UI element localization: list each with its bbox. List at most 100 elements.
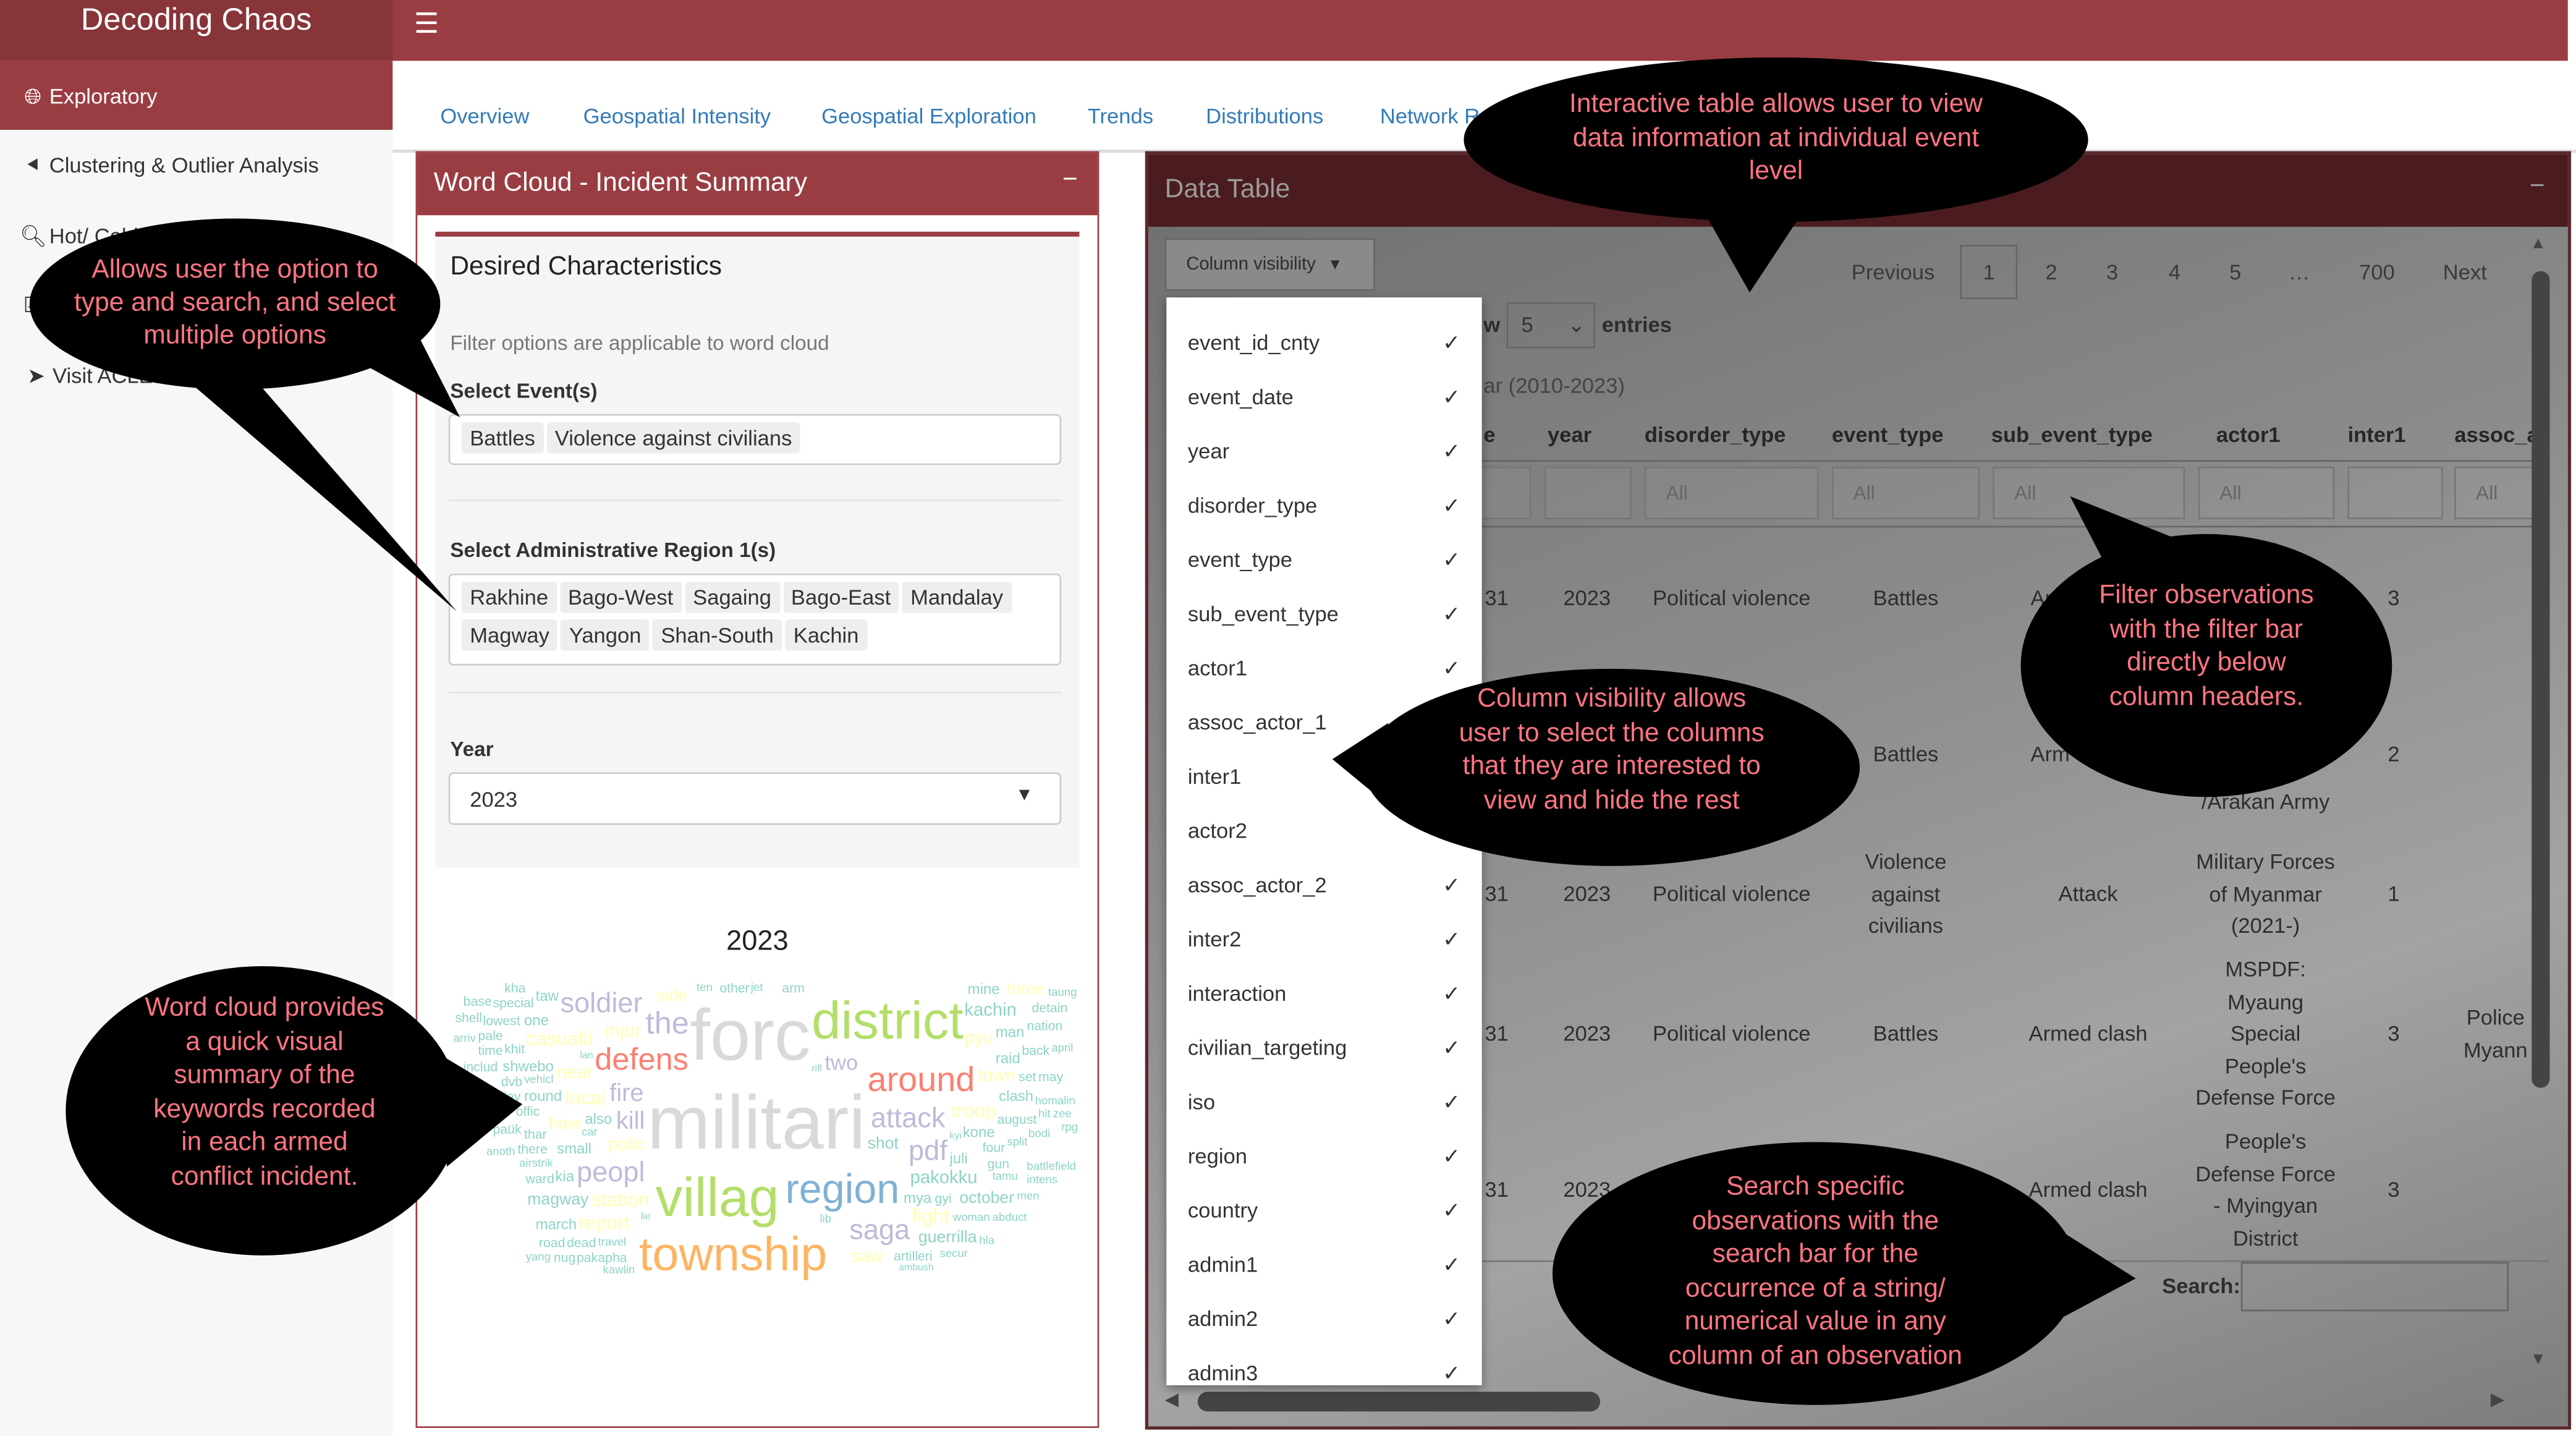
hamburger-icon[interactable]: ☰ [413,8,439,40]
column-visibility-item[interactable]: event_id_cnty ✓ [1188,330,1460,363]
search-input[interactable] [2240,1262,2509,1312]
pagination-current-page-box[interactable] [1960,245,2018,299]
column-visibility-item[interactable]: event_type ✓ [1188,547,1460,580]
column-visibility-item[interactable]: civilian_targeting ✓ [1188,1035,1460,1068]
scroll-up-icon[interactable]: ▲ [2530,235,2546,253]
word-cloud-word: airstrik [519,1158,553,1170]
events-label: Select Event(s) [450,380,598,403]
column-header-inter1[interactable]: inter1 [2347,422,2406,448]
word-cloud-word: nug [553,1250,576,1265]
column-visibility-label: Column visibility [1186,255,1316,274]
scroll-left-icon[interactable]: ◀ [1164,1390,1179,1410]
collapse-button[interactable]: − [2529,172,2545,201]
column-visibility-item[interactable]: admin2 ✓ [1188,1306,1460,1339]
table-caption: ar (2010-2023) [1483,373,1625,398]
region-chip[interactable]: Magway [461,619,558,651]
column-visibility-item[interactable]: region ✓ [1188,1144,1460,1176]
pagination-page[interactable]: 700 [2359,259,2395,284]
scroll-down-icon[interactable]: ▼ [2530,1351,2546,1369]
column-header-year[interactable]: year [1548,422,1592,448]
column-visibility-item[interactable]: admin3 ✓ [1188,1361,1460,1385]
event-chip[interactable]: Violence against civilians [546,422,800,454]
word-cloud-word: woman [952,1212,990,1225]
column-visibility-item[interactable]: event_date ✓ [1188,384,1460,417]
scroll-right-icon[interactable]: ▶ [2490,1390,2505,1410]
column-visibility-item[interactable]: assoc_actor_1 [1188,710,1460,742]
column-visibility-item[interactable]: year ✓ [1188,439,1460,472]
event-chip[interactable]: Battles [461,422,544,454]
column-visibility-item[interactable]: admin1 ✓ [1188,1252,1460,1285]
events-multiselect[interactable]: Battles Violence against civilians [448,414,1062,465]
pagination-previous[interactable]: Previous [1851,259,1935,284]
horizontal-scrollbar[interactable] [1197,1391,1601,1412]
word-cloud-word: bodi [1028,1129,1051,1141]
column-visibility-item[interactable]: interaction ✓ [1188,981,1460,1014]
tab-network[interactable]: Network R [1379,103,1480,129]
word-cloud-word: car [582,1127,598,1139]
sidebar-item-clustering[interactable]: ⯇ Clustering & Outlier Analysis [0,130,392,199]
tab-geospatial-exploration[interactable]: Geospatial Exploration [821,103,1036,129]
sidebar-item-exploratory[interactable]: 🌐︎ Exploratory [0,61,393,130]
column-header[interactable]: e [1483,422,1496,448]
column-filter-event-type[interactable]: All [1831,466,1980,519]
pagination-page[interactable]: 1 [1983,259,1995,284]
region-chip[interactable]: Bago-West [559,582,682,613]
word-cloud-word: forc [690,995,811,1077]
pagination-page[interactable]: 3 [2106,259,2119,284]
column-header-event-type[interactable]: event_type [1831,422,1944,448]
tab-distributions[interactable]: Distributions [1206,103,1324,129]
sidebar-item-label: Clustering & Outlier Analysis [49,151,319,177]
column-filter-inter1[interactable] [2347,466,2443,519]
column-visibility-item[interactable]: actor2 [1188,818,1460,851]
pagination-page[interactable]: 4 [2168,259,2181,284]
column-visibility-item[interactable]: iso ✓ [1188,1089,1460,1122]
column-visibility-item[interactable]: actor1 ✓ [1188,656,1460,689]
region-chip[interactable]: Shan-South [653,619,782,651]
check-icon: ✓ [1443,1197,1461,1223]
region-chip[interactable]: Mandalay [902,582,1012,613]
tab-geospatial-intensity[interactable]: Geospatial Intensity [583,103,771,129]
tab-overview[interactable]: Overview [440,103,530,129]
column-filter[interactable] [1478,466,1532,519]
word-cloud-word: injur [604,1019,642,1042]
region-chip[interactable]: Rakhine [461,582,557,613]
column-header-assoc[interactable]: assoc_a [2454,422,2539,448]
region-chip[interactable]: Yangon [561,619,650,651]
vertical-scrollbar[interactable] [2532,271,2550,1088]
word-cloud-word: pdf [908,1135,947,1167]
word-cloud-word: ten [697,982,713,995]
pagination-page[interactable]: 2 [2045,259,2057,284]
column-visibility-item[interactable]: sub_event_type ✓ [1188,601,1460,634]
column-visibility-item-label: country [1187,1197,1258,1223]
column-filter-disorder-type[interactable]: All [1644,466,1819,519]
column-visibility-item[interactable]: disorder_type ✓ [1188,493,1460,525]
word-cloud-word: may [1038,1069,1064,1085]
column-filter-actor1[interactable]: All [2198,466,2335,519]
regions-multiselect[interactable]: Rakhine Bago-West Sagaing Bago-East Mandalay… [448,573,1062,666]
callout-text-search: Search specific observations with the se… [1668,1173,1962,1370]
header-divider [1478,460,2550,462]
column-filter-year[interactable] [1544,466,1632,519]
region-chip[interactable]: Sagaing [684,582,780,613]
entries-select[interactable]: 5 ⌄ [1506,302,1596,349]
column-visibility-item[interactable]: inter1 [1188,764,1460,797]
region-chip[interactable]: Bago-East [782,582,899,613]
region-chip[interactable]: Kachin [785,619,867,651]
column-header-actor1[interactable]: actor1 [2216,422,2281,448]
column-visibility-item[interactable]: country ✓ [1188,1198,1460,1231]
word-cloud-word: zee [1053,1109,1072,1121]
collapse-button[interactable]: − [1062,166,1078,194]
well-title: Desired Characteristics [450,253,722,281]
column-visibility-item[interactable]: inter2 ✓ [1188,927,1460,959]
pagination-next[interactable]: Next [2443,259,2487,284]
caret-down-icon: ▼ [1015,785,1034,805]
column-visibility-button[interactable]: Column visibility ▾ [1164,238,1375,291]
word-cloud-word: the [645,1007,689,1042]
word-cloud-word: four [982,1140,1006,1155]
column-visibility-item[interactable]: assoc_actor_2 ✓ [1188,873,1460,906]
pagination-page[interactable]: 5 [2229,259,2242,284]
tab-trends[interactable]: Trends [1087,103,1154,129]
column-header-sub-event-type[interactable]: sub_event_type [1991,422,2153,448]
column-header-disorder-type[interactable]: disorder_type [1644,422,1786,448]
year-select[interactable]: 2023 ▼ [448,772,1062,825]
